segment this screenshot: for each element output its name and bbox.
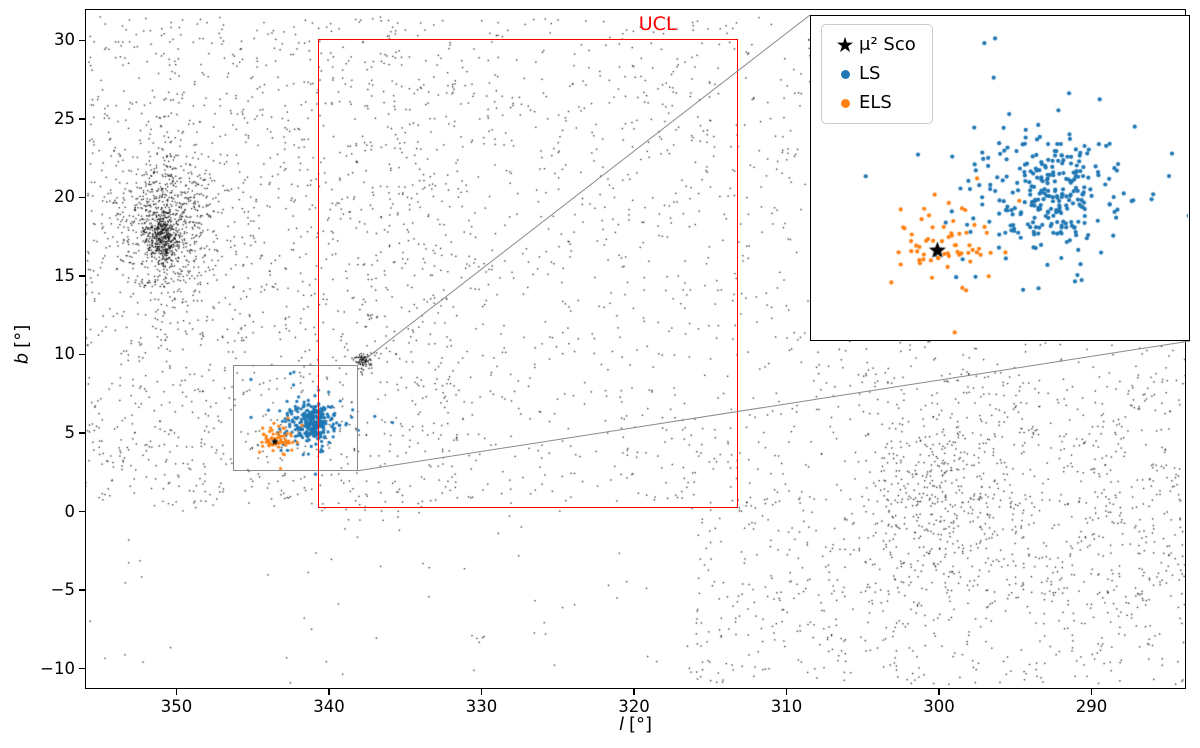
- y-tick-label: 25: [54, 108, 75, 128]
- y-tick-mark: [79, 275, 85, 277]
- y-tick-label: −10: [40, 658, 75, 678]
- x-tick-label: 340: [313, 697, 345, 716]
- star-icon: ★: [835, 33, 855, 57]
- legend-label-ls: LS: [859, 63, 881, 84]
- legend-item-els: ELS: [831, 92, 916, 114]
- x-tick-mark: [785, 689, 788, 695]
- x-axis-unit: [°]: [628, 714, 653, 735]
- legend-label-mu2-sco: μ² Sco: [859, 34, 916, 55]
- inset-plot: ★ μ² Sco LS ELS: [810, 15, 1190, 341]
- y-tick-label: 20: [54, 187, 75, 207]
- els-dot-icon: [840, 98, 850, 108]
- x-tick-mark: [938, 689, 940, 695]
- y-tick-mark: [79, 353, 85, 356]
- x-axis-label: l [°]: [85, 714, 1186, 735]
- y-tick-label: 10: [54, 344, 75, 364]
- y-tick-label: 0: [64, 501, 76, 521]
- ucl-label: UCL: [638, 12, 677, 35]
- x-tick-mark: [328, 689, 330, 695]
- y-tick-label: −5: [50, 580, 75, 600]
- x-tick-label: 320: [618, 697, 650, 716]
- legend-label-els: ELS: [859, 92, 892, 113]
- x-tick-mark: [175, 689, 178, 695]
- y-tick-mark: [79, 667, 85, 670]
- x-tick-label: 310: [770, 697, 803, 716]
- x-tick-mark: [1090, 689, 1093, 695]
- x-tick-label: 330: [465, 697, 498, 716]
- y-tick-mark: [79, 118, 85, 120]
- y-tick-mark: [79, 39, 85, 41]
- x-tick-label: 290: [1075, 697, 1108, 716]
- x-tick-label: 350: [160, 697, 193, 716]
- x-axis-variable: l: [618, 714, 624, 735]
- y-tick-label: 15: [54, 265, 75, 285]
- legend-item-mu2-sco: ★ μ² Sco: [831, 34, 916, 56]
- legend-item-ls: LS: [831, 63, 916, 85]
- x-tick-label: 300: [923, 697, 955, 716]
- y-tick-label: 30: [54, 30, 75, 50]
- y-tick-mark: [79, 589, 85, 591]
- y-tick-mark: [79, 432, 85, 434]
- x-tick-mark: [633, 689, 635, 695]
- ls-dot-icon: [840, 69, 850, 79]
- legend: ★ μ² Sco LS ELS: [821, 24, 933, 124]
- y-tick-label: 5: [64, 423, 76, 443]
- y-tick-mark: [79, 196, 85, 199]
- y-tick-mark: [79, 510, 85, 513]
- x-tick-mark: [480, 689, 483, 695]
